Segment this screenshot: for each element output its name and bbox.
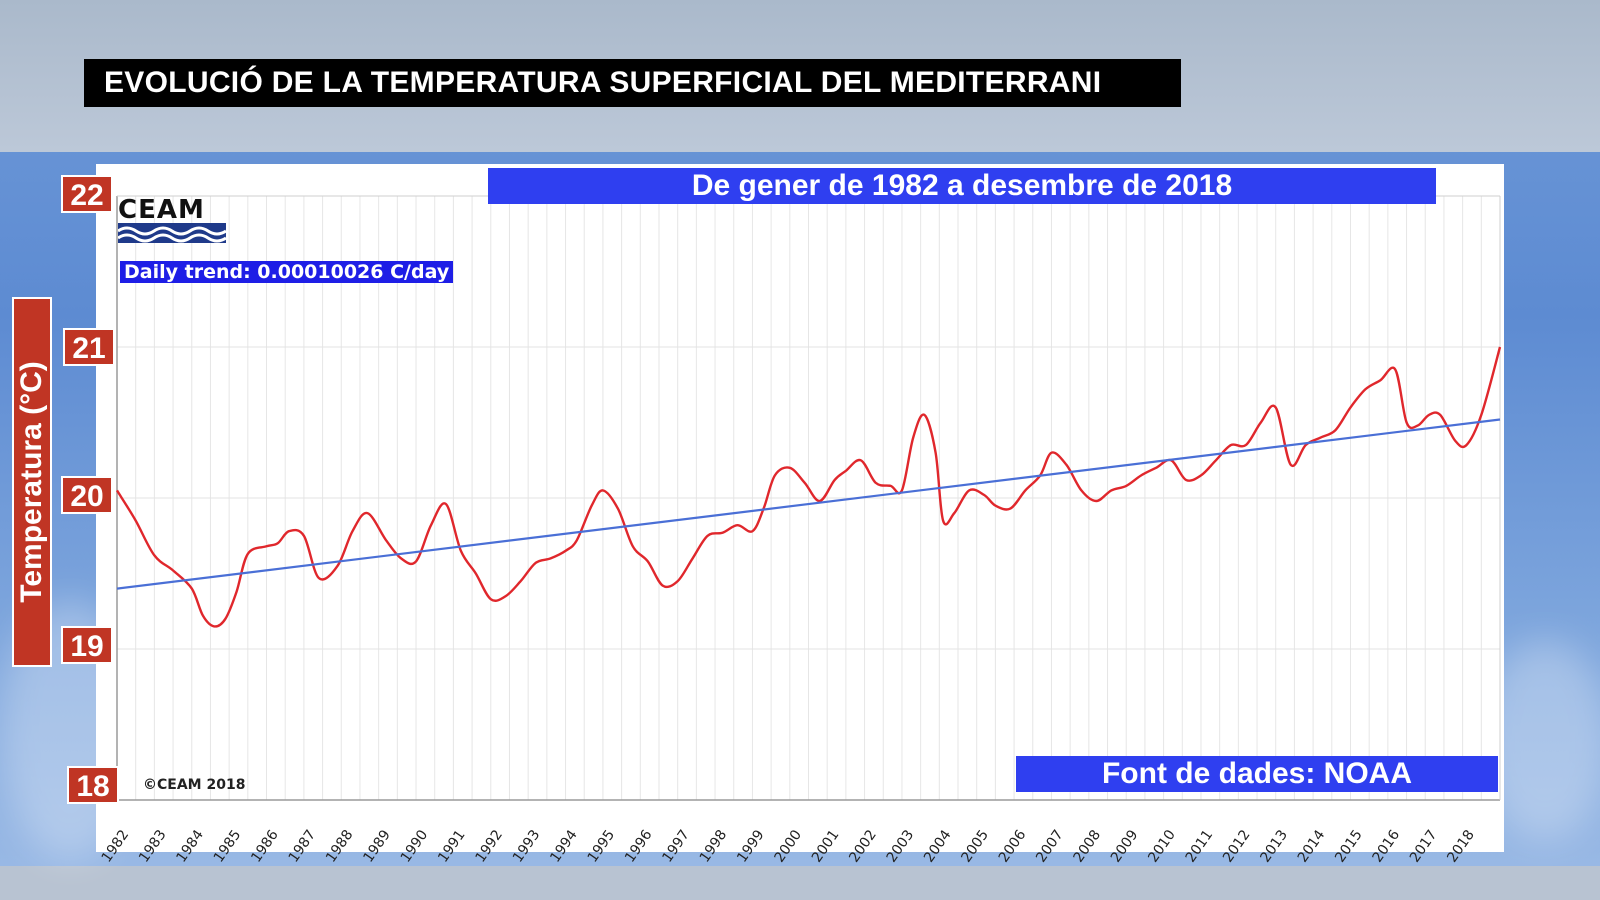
x-tick-label: 1995 [585,827,619,865]
x-tick-label: 2003 [884,827,918,865]
x-tick-label: 1993 [510,827,544,865]
x-tick-label: 1983 [136,827,170,865]
x-tick-label: 1984 [173,827,207,865]
ceam-logo: CEAM [118,197,228,245]
x-tick-label: 2016 [1370,827,1404,865]
chart-grid [116,195,1501,801]
x-tick-label: 2014 [1295,827,1329,865]
x-tick-label: 1996 [622,827,656,865]
x-tick-label: 1991 [435,827,469,865]
footer-band [0,866,1600,900]
x-axis-ticks: 1982 1983 1984 1985 1986 1987 1988 1989 1990 1991… [99,827,1478,865]
copyright-text: ©CEAM 2018 [143,777,246,793]
y-axis-label-text: Temperatura (°C) [15,361,48,603]
x-tick-label: 1997 [659,827,693,865]
y-tick-label: 22 [61,175,113,213]
x-tick-label: 2002 [846,827,880,865]
x-tick-label: 1982 [99,827,133,865]
x-tick-label: 2005 [958,827,992,865]
x-tick-label: 2017 [1407,827,1441,865]
trend-annotation: Daily trend: 0.00010026 C/day [120,261,454,283]
series-line-trend [116,418,1501,590]
logo-text: CEAM [118,195,205,225]
y-tick-label: 19 [61,626,113,664]
y-tick-label: 21 [63,328,115,366]
x-tick-label: 2015 [1332,827,1366,865]
x-tick-label: 1989 [360,827,394,865]
x-tick-label: 2004 [921,827,955,865]
x-tick-label: 2001 [809,827,843,865]
logo-waves-icon [118,223,227,243]
y-axis-label: Temperatura (°C) [12,297,52,667]
series-line-temperature [115,346,1502,628]
x-tick-label: 2008 [1071,827,1105,865]
x-tick-label: 1987 [286,827,320,865]
x-tick-label: 1986 [248,827,282,865]
y-tick-label: 18 [67,766,119,804]
chart-series [115,346,1502,628]
x-tick-label: 2012 [1220,827,1254,865]
x-tick-label: 1992 [473,827,507,865]
x-tick-label: 2009 [1108,827,1142,865]
x-tick-label: 2010 [1145,827,1179,865]
page-title: EVOLUCIÓ DE LA TEMPERATURA SUPERFICIAL D… [84,59,1181,107]
x-tick-label: 1990 [398,827,432,865]
x-tick-label: 1998 [697,827,731,865]
y-tick-label: 20 [61,476,113,514]
data-source-label: Font de dades: NOAA [1016,756,1498,792]
x-tick-label: 2000 [772,827,806,865]
x-tick-label: 2007 [1033,827,1067,865]
x-tick-label: 1994 [547,827,581,865]
x-tick-label: 2018 [1444,827,1478,865]
x-tick-label: 2011 [1183,827,1217,865]
x-tick-label: 2013 [1257,827,1291,865]
x-tick-label: 1988 [323,827,357,865]
x-tick-label: 1985 [211,827,245,865]
chart-subtitle: De gener de 1982 a desembre de 2018 [488,168,1436,204]
x-tick-label: 2006 [996,827,1030,865]
x-tick-label: 1999 [734,827,768,865]
